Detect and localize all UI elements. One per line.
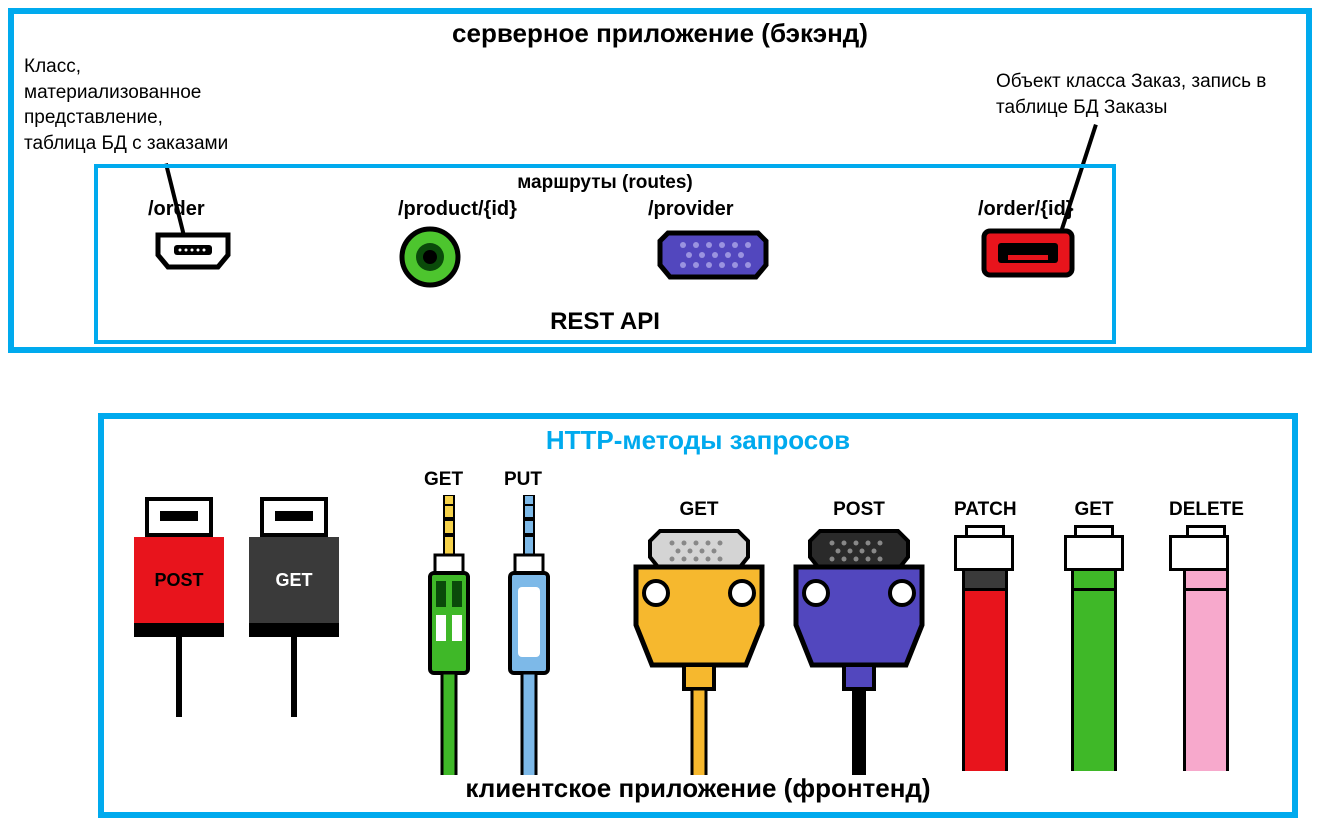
routes-box: маршруты (routes) REST API /order /produ… [94, 164, 1116, 344]
cable-eth-get: GET [1064, 499, 1124, 771]
cable-usb-post: POST [134, 497, 224, 717]
usb-connector-icon [145, 497, 213, 537]
backend-title: серверное приложение (бэкэнд) [14, 14, 1306, 49]
cable-label-jack-put: PUT [504, 469, 554, 491]
cable-label-eth-delete: DELETE [1169, 499, 1244, 521]
cables-row: POST GET GET [104, 469, 1292, 769]
usb-body: GET [249, 537, 339, 637]
eth-clip-icon [1074, 525, 1114, 535]
audio-jack-icon [424, 495, 474, 775]
routes-label: маршруты (routes) [98, 168, 1112, 194]
audio-port-icon [398, 225, 462, 289]
port-order-id-label: /order/{id} [978, 198, 1078, 221]
usb-cable-line [176, 637, 182, 717]
cable-label-vga-get: GET [624, 499, 774, 521]
cable-usb-get: GET [249, 497, 339, 717]
usb-cable-line [291, 637, 297, 717]
backend-box: серверное приложение (бэкэнд) Класс, мат… [8, 8, 1312, 353]
usb-connector-icon [260, 497, 328, 537]
cable-eth-delete: DELETE [1169, 499, 1244, 771]
cable-eth-patch: PATCH [954, 499, 1017, 771]
port-provider: /provider [648, 198, 778, 285]
port-product: /product/{id} [398, 198, 517, 289]
eth-neck-icon [1183, 571, 1229, 591]
port-order-label: /order [148, 198, 238, 221]
annotation-left: Класс, материализованное представление, … [24, 54, 228, 157]
ports-row: /order /product/{id} /provider [98, 198, 1112, 318]
port-order-id: /order/{id} [978, 198, 1078, 281]
eth-neck-icon [1071, 571, 1117, 591]
annotation-right: Объект класса Заказ, запись в таблице БД… [996, 69, 1276, 120]
eth-cable-icon [962, 591, 1008, 771]
vga-plug-icon [784, 525, 934, 775]
red-port-icon [978, 225, 1078, 281]
cable-label-jack-get: GET [424, 469, 474, 491]
cable-label-get: GET [275, 570, 312, 591]
eth-neck-icon [962, 571, 1008, 591]
eth-body-icon [1064, 535, 1124, 571]
port-provider-label: /provider [648, 198, 778, 221]
cable-vga-get: GET [624, 499, 774, 775]
port-product-label: /product/{id} [398, 198, 517, 221]
audio-jack-icon [504, 495, 554, 775]
frontend-box: HTTP-методы запросов клиентское приложен… [98, 413, 1298, 818]
port-order: /order [148, 198, 238, 275]
eth-cable-icon [1183, 591, 1229, 771]
cable-vga-post: POST [784, 499, 934, 775]
cable-label-eth-get: GET [1064, 499, 1124, 521]
cable-jack-get: GET [424, 469, 474, 775]
eth-clip-icon [965, 525, 1005, 535]
usb-body: POST [134, 537, 224, 637]
vga-port-icon [648, 225, 778, 285]
eth-body-icon [954, 535, 1014, 571]
eth-body-icon [1169, 535, 1229, 571]
http-methods-title: HTTP-методы запросов [104, 419, 1292, 456]
client-title: клиентское приложение (фронтенд) [104, 773, 1292, 804]
cable-label-post: POST [154, 570, 203, 591]
cable-label-eth-patch: PATCH [954, 499, 1017, 521]
hdmi-port-icon [148, 225, 238, 275]
cable-jack-put: PUT [504, 469, 554, 775]
cable-label-vga-post: POST [784, 499, 934, 521]
eth-clip-icon [1186, 525, 1226, 535]
eth-cable-icon [1071, 591, 1117, 771]
vga-plug-icon [624, 525, 774, 775]
